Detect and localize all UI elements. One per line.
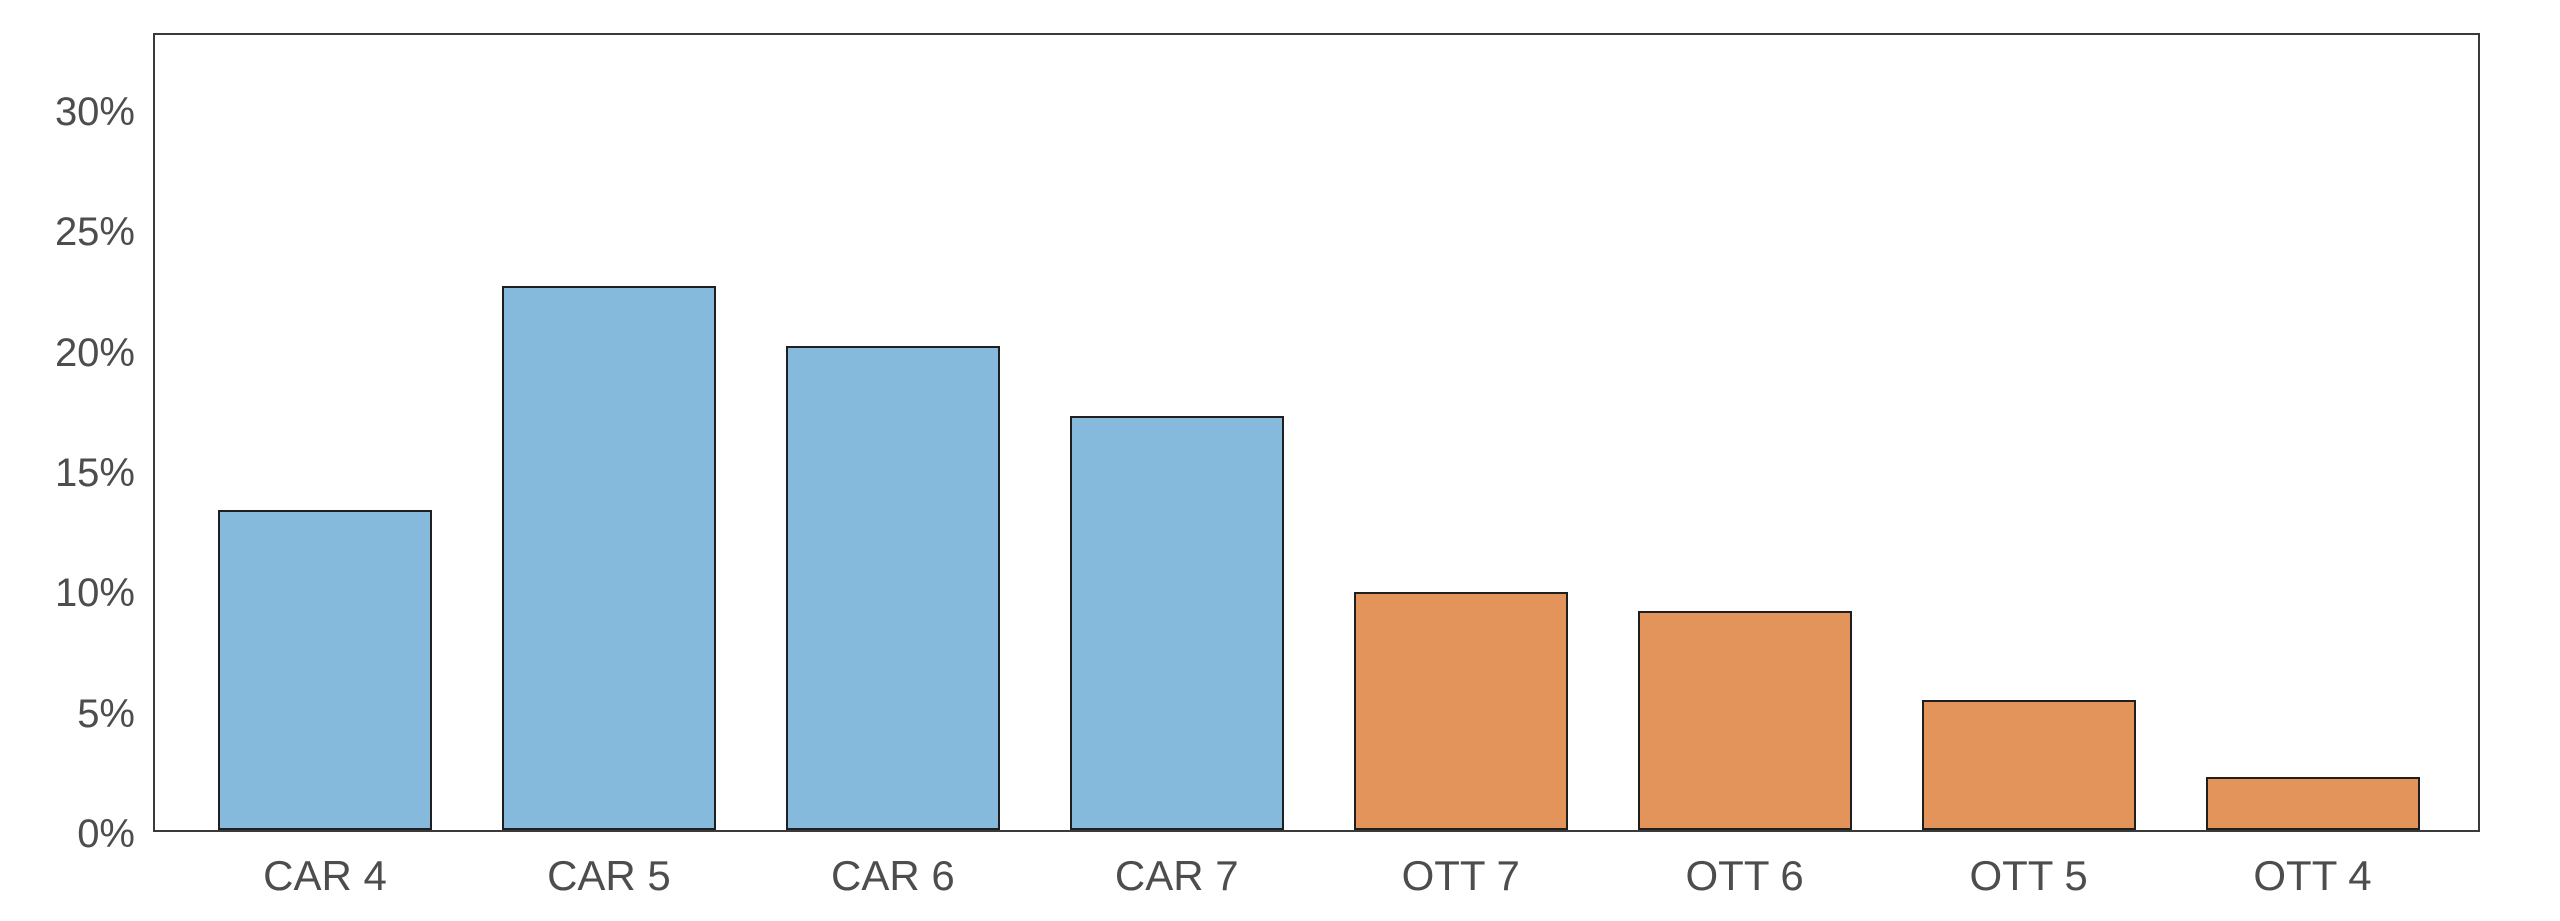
bar-car-5 bbox=[501, 286, 716, 830]
x-tick-label-ott-7: OTT 7 bbox=[1401, 852, 1520, 899]
bar-car-4 bbox=[218, 510, 432, 830]
y-tick-label-30: 30% bbox=[54, 90, 135, 134]
x-tick-label-car-4: CAR 4 bbox=[263, 852, 387, 899]
bar-car-6 bbox=[785, 346, 1000, 830]
y-tick-label-10: 10% bbox=[54, 571, 135, 616]
bar-car-7 bbox=[1069, 416, 1284, 830]
x-tick-label-ott-5: OTT 5 bbox=[1969, 852, 2088, 899]
y-tick-label-25: 25% bbox=[54, 210, 135, 255]
x-tick-label-ott-6: OTT 6 bbox=[1685, 852, 1804, 899]
x-tick-label-car-6: CAR 6 bbox=[831, 852, 955, 899]
x-tick-label-car-7: CAR 7 bbox=[1114, 852, 1239, 899]
y-tick-label-0: 0% bbox=[77, 812, 135, 856]
bar-ott-5 bbox=[1921, 700, 2136, 830]
bar-ott-6 bbox=[1637, 611, 1852, 830]
y-tick-label-15: 15% bbox=[54, 451, 135, 495]
x-tick-label-car-5: CAR 5 bbox=[547, 852, 671, 899]
x-tick-label-ott-4: OTT 4 bbox=[2253, 852, 2372, 899]
y-tick-label-20: 20% bbox=[54, 330, 135, 375]
bar-ott-4 bbox=[2205, 777, 2420, 830]
plot-area bbox=[153, 33, 2480, 832]
y-tick-label-5: 5% bbox=[77, 691, 135, 736]
bar-ott-7 bbox=[1353, 592, 1568, 830]
